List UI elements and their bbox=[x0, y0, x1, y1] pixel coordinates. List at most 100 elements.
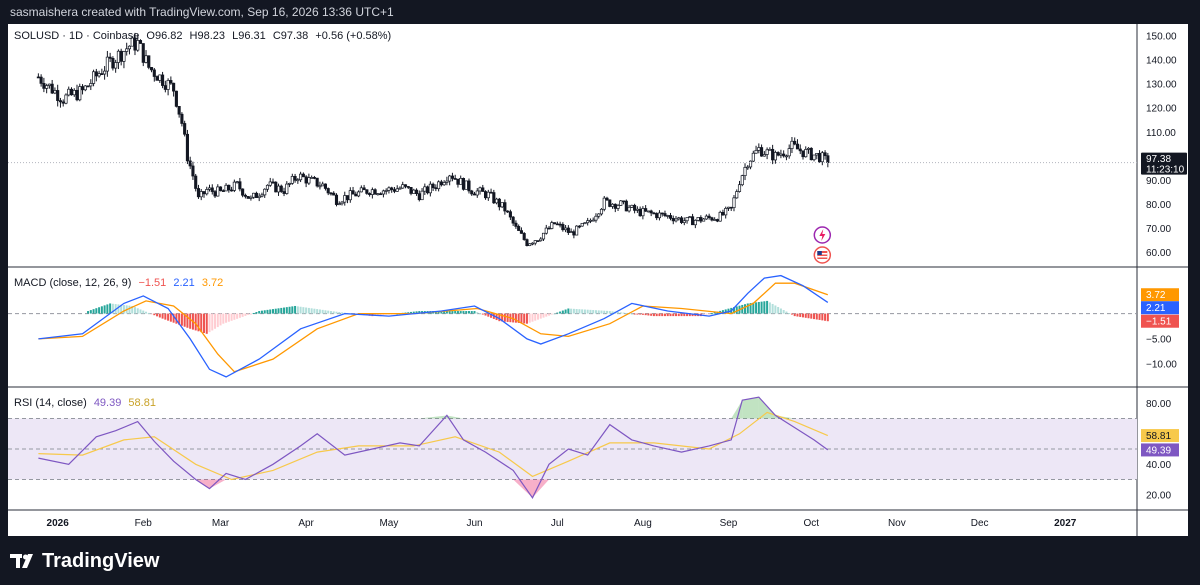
candle-body bbox=[221, 190, 225, 192]
candle-body bbox=[801, 150, 805, 158]
candle-body bbox=[655, 213, 659, 219]
tradingview-logo[interactable]: TradingView bbox=[10, 550, 159, 573]
candle-body bbox=[67, 88, 71, 96]
candle-body bbox=[340, 201, 344, 205]
candle-body bbox=[194, 175, 198, 189]
macd-histogram-bar bbox=[779, 308, 782, 314]
candle-body bbox=[177, 106, 181, 115]
candle-body bbox=[696, 217, 700, 221]
candle-body bbox=[224, 184, 228, 192]
candle-body bbox=[815, 153, 819, 156]
macd-histogram-bar bbox=[741, 304, 744, 314]
close-value: 97.38 bbox=[280, 30, 309, 42]
candle-body bbox=[69, 88, 74, 96]
candle-body bbox=[89, 83, 93, 87]
candle-body bbox=[726, 206, 731, 209]
candle-body bbox=[751, 152, 755, 162]
candle-body bbox=[243, 194, 247, 197]
macd-histogram-bar bbox=[561, 310, 564, 314]
macd-histogram-bar bbox=[625, 312, 628, 314]
candle-body bbox=[100, 73, 104, 75]
candle-body bbox=[362, 187, 366, 191]
macd-histogram-bar bbox=[655, 313, 658, 317]
macd-title: MACD (close, 12, 26, 9) bbox=[14, 277, 132, 289]
time-axis-tick-label: 2027 bbox=[1054, 518, 1077, 529]
macd-histogram-bar bbox=[329, 311, 332, 314]
macd-histogram-bar bbox=[639, 313, 642, 315]
candle-body bbox=[768, 148, 772, 151]
macd-histogram-bar bbox=[810, 313, 813, 319]
candle-body bbox=[809, 147, 813, 161]
us-flag-event-icon bbox=[813, 246, 832, 264]
candle-body bbox=[439, 181, 443, 186]
chart-frame[interactable]: 60.00 70.00 80.00 90.00 110.00 120.00 130.00 14… bbox=[8, 24, 1188, 536]
macd-histogram-bar bbox=[379, 313, 382, 316]
candle-body bbox=[773, 152, 777, 161]
macd-line-badge bbox=[1141, 301, 1179, 315]
macd-histogram-bar bbox=[793, 313, 796, 317]
candle-body bbox=[782, 153, 786, 157]
candle-body bbox=[406, 186, 410, 188]
macd-histogram-bar bbox=[194, 313, 197, 331]
macd-histogram-bar bbox=[167, 313, 170, 321]
time-axis-tick-label: Aug bbox=[634, 518, 652, 529]
candle-body bbox=[693, 219, 697, 226]
candle-body bbox=[795, 143, 800, 150]
candle-body bbox=[359, 187, 363, 193]
macd-histogram-bar bbox=[677, 313, 680, 317]
candle-body bbox=[442, 182, 446, 186]
macd-histogram-bar bbox=[109, 303, 112, 314]
macd-histogram-bar bbox=[131, 305, 134, 314]
candle-body bbox=[61, 101, 65, 104]
candle-body bbox=[260, 194, 264, 197]
candle-body bbox=[638, 208, 642, 217]
candle-body bbox=[420, 190, 424, 201]
macd-histogram-bar bbox=[299, 306, 302, 314]
macd-histogram-bar bbox=[156, 313, 159, 317]
macd-histogram-bar bbox=[617, 311, 620, 314]
macd-histogram-bar bbox=[169, 313, 172, 322]
candle-body bbox=[288, 182, 292, 185]
candle-body bbox=[180, 113, 184, 124]
macd-histogram-bar bbox=[763, 301, 766, 314]
macd-histogram-bar bbox=[280, 307, 283, 314]
macd-histogram-bar bbox=[619, 312, 622, 314]
macd-histogram-bar bbox=[291, 306, 294, 314]
candle-body bbox=[594, 215, 598, 221]
macd-histogram-bar bbox=[796, 313, 799, 317]
rsi-value: 49.39 bbox=[93, 397, 122, 409]
macd-histogram-bar bbox=[688, 313, 691, 317]
rsi-oversold-fill bbox=[513, 479, 533, 498]
candle-body bbox=[486, 191, 490, 199]
candle-body bbox=[210, 187, 214, 192]
candle-body bbox=[431, 183, 435, 189]
macd-signal-line bbox=[38, 282, 829, 373]
macd-histogram-bar bbox=[818, 313, 821, 320]
macd-histogram-bar bbox=[790, 313, 793, 315]
chart-canvas[interactable]: 60.00 70.00 80.00 90.00 110.00 120.00 130.00 14… bbox=[8, 24, 1188, 536]
macd-histogram-bar bbox=[661, 313, 664, 317]
macd-histogram-bar bbox=[260, 310, 263, 314]
macd-histogram-bar bbox=[545, 313, 548, 317]
candle-body bbox=[558, 223, 562, 226]
candle-body bbox=[483, 191, 488, 199]
candle-body bbox=[345, 195, 350, 201]
candle-body bbox=[729, 206, 733, 209]
macd-histogram-bar bbox=[296, 306, 299, 314]
macd-histogram-bar bbox=[233, 313, 236, 320]
candle-body bbox=[713, 219, 717, 221]
macd-histogram-bar bbox=[534, 313, 537, 321]
macd-histogram-bar bbox=[288, 306, 291, 314]
candle-body bbox=[207, 187, 212, 190]
candle-body bbox=[646, 210, 650, 213]
candle-body bbox=[569, 231, 573, 233]
rsi-overbought-fill bbox=[419, 415, 447, 419]
rsi-badge bbox=[1141, 443, 1179, 457]
candle-body bbox=[732, 197, 736, 208]
macd-histogram-bar bbox=[686, 313, 689, 317]
candle-body bbox=[519, 230, 523, 234]
macd-histogram-bar bbox=[205, 313, 208, 334]
macd-histogram-bar bbox=[484, 313, 487, 316]
candle-body bbox=[679, 217, 684, 223]
macd-histogram-bar bbox=[252, 312, 255, 314]
